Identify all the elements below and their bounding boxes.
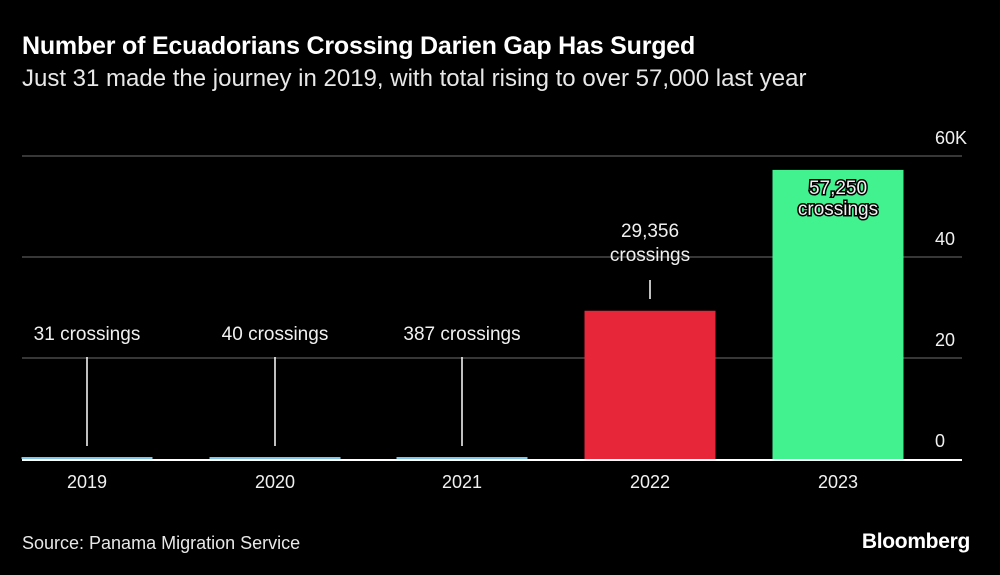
axes: 0 20 40 60K 2019 2020 2021 2022 2023 — [22, 128, 967, 492]
y-tick-label: 60K — [935, 128, 967, 148]
x-tick-label: 2019 — [67, 472, 107, 492]
bar-2019 — [21, 457, 153, 459]
data-labels: 31 crossings 40 crossings 387 crossings 29,… — [34, 176, 880, 446]
data-label: 31 crossings — [34, 324, 141, 345]
data-label: 29,356 — [621, 221, 679, 242]
bar-2020 — [209, 457, 341, 459]
bloomberg-logo: Bloomberg — [861, 530, 970, 553]
x-tick-label: 2022 — [630, 472, 670, 492]
source-note: Source: Panama Migration Service — [22, 533, 301, 553]
chart-title: Number of Ecuadorians Crossing Darien Ga… — [22, 32, 696, 60]
chart-subtitle: Just 31 made the journey in 2019, with t… — [22, 65, 807, 92]
x-tick-label: 2020 — [255, 472, 295, 492]
y-tick-label: 40 — [935, 229, 955, 249]
bars — [21, 169, 904, 459]
data-label: crossings — [798, 199, 878, 220]
x-tick-label: 2023 — [818, 472, 858, 492]
y-tick-label: 20 — [935, 330, 955, 350]
data-label: 40 crossings — [222, 324, 329, 345]
data-label: crossings — [610, 245, 690, 266]
y-tick-label: 0 — [935, 431, 945, 451]
bar-2023 — [772, 169, 904, 459]
x-tick-label: 2021 — [442, 472, 482, 492]
bar-2022 — [584, 310, 716, 459]
data-label: 57,250 — [809, 178, 867, 199]
data-label: 387 crossings — [403, 324, 520, 345]
bar-2021 — [396, 457, 528, 459]
